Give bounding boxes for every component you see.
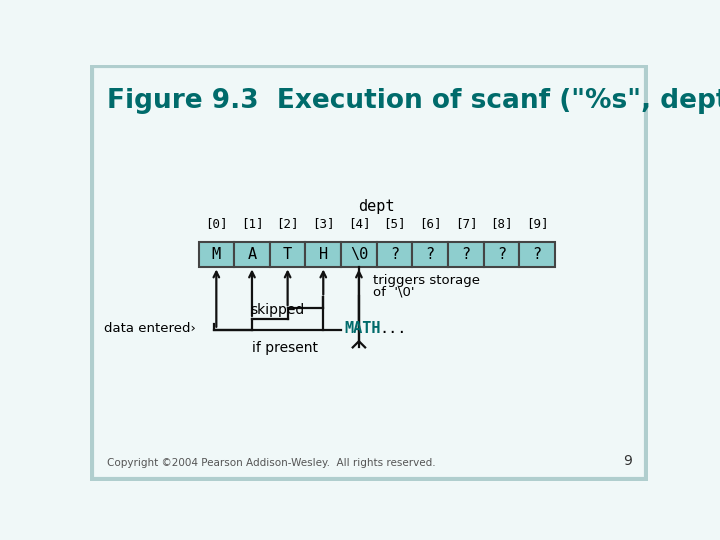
Text: ?: ? (497, 247, 506, 262)
Text: ?: ? (426, 247, 435, 262)
Text: MATH: MATH (344, 321, 381, 336)
Text: ?: ? (533, 247, 541, 262)
Text: ...: ... (380, 321, 408, 336)
Text: [2]: [2] (276, 217, 299, 230)
Bar (413, 242, 448, 267)
FancyBboxPatch shape (91, 66, 647, 479)
Text: dept: dept (359, 199, 395, 214)
Bar (377, 242, 413, 267)
Text: data entered›: data entered› (104, 322, 196, 335)
Text: [0]: [0] (205, 217, 228, 230)
Text: if present: if present (252, 341, 318, 355)
Text: [8]: [8] (490, 217, 513, 230)
Text: 9: 9 (624, 454, 632, 468)
Text: [6]: [6] (419, 217, 441, 230)
Text: T: T (283, 247, 292, 262)
Text: [1]: [1] (240, 217, 264, 230)
Text: Copyright ©2004 Pearson Addison-Wesley.  All rights reserved.: Copyright ©2004 Pearson Addison-Wesley. … (107, 458, 436, 468)
Text: of  '\0': of '\0' (373, 285, 415, 298)
Text: ?: ? (390, 247, 399, 262)
Text: H: H (319, 247, 328, 262)
Text: ?: ? (462, 247, 470, 262)
Bar (341, 242, 377, 267)
Text: [9]: [9] (526, 217, 549, 230)
Text: \0: \0 (350, 247, 368, 262)
Bar (270, 242, 305, 267)
Text: M: M (212, 247, 221, 262)
Bar (234, 242, 270, 267)
Text: skipped: skipped (251, 303, 305, 318)
Bar (519, 242, 555, 267)
Bar (448, 242, 484, 267)
Bar (484, 242, 519, 267)
Bar (305, 242, 341, 267)
Bar (199, 242, 234, 267)
Text: A: A (248, 247, 256, 262)
Text: [7]: [7] (454, 217, 477, 230)
Text: Figure 9.3  Execution of scanf ("%s", dept);: Figure 9.3 Execution of scanf ("%s", dep… (107, 88, 720, 114)
Text: [3]: [3] (312, 217, 335, 230)
Text: [4]: [4] (348, 217, 370, 230)
Text: [5]: [5] (383, 217, 406, 230)
Text: triggers storage: triggers storage (373, 274, 480, 287)
